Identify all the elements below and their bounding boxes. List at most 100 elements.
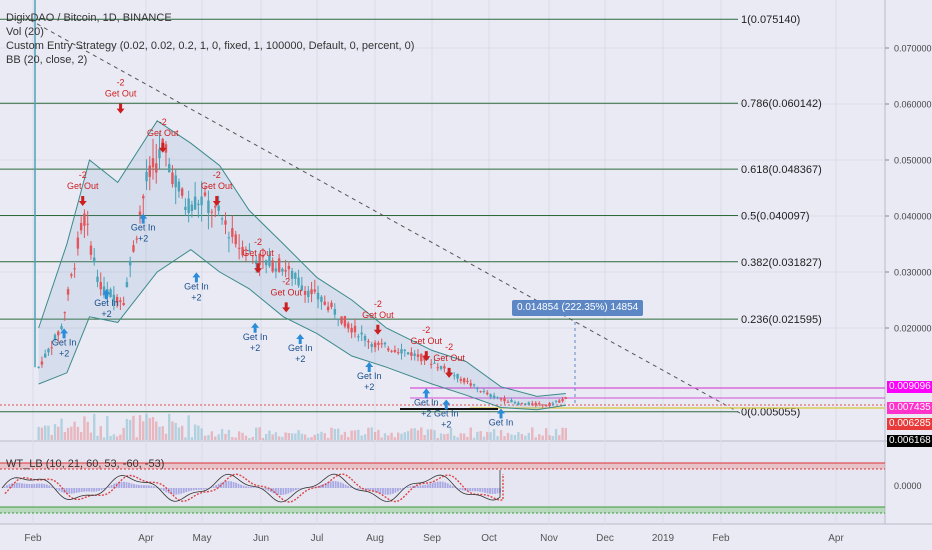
volume-bar	[43, 425, 47, 440]
volume-bar	[217, 434, 220, 440]
measure-tooltip: 0.014854 (222.35%) 14854	[512, 300, 644, 316]
volume-bar	[70, 426, 73, 440]
candle-body	[310, 289, 313, 295]
signal-qty: +2	[191, 292, 201, 302]
candle-body	[274, 268, 278, 272]
signal-label: Get Out	[67, 181, 99, 191]
candle-body	[244, 253, 248, 255]
volume-bar	[520, 433, 524, 440]
volume-bar	[248, 437, 251, 440]
volume-bar	[290, 433, 294, 440]
volume-bar	[541, 435, 544, 440]
volume-bar	[534, 437, 537, 440]
strategy-indicator-label[interactable]: Custom Entry Strategy (0.02, 0.02, 0.2, …	[6, 40, 415, 52]
volume-indicator-label[interactable]: Vol (20)	[6, 26, 44, 38]
volume-bar	[527, 432, 531, 440]
volume-bar	[307, 437, 310, 440]
volume-bar	[220, 429, 224, 440]
volume-bar	[499, 430, 503, 440]
volume-bar	[63, 431, 67, 440]
volume-bar	[200, 428, 203, 440]
candle-body	[393, 350, 397, 352]
candle-body	[281, 268, 284, 272]
candle-body	[207, 200, 210, 214]
candle-body	[316, 292, 320, 300]
symbol-title: DigixDAO / Bitcoin, 1D, BINANCE	[6, 12, 172, 24]
volume-bar	[510, 434, 513, 440]
candle-body	[86, 223, 89, 225]
candle-body	[420, 353, 423, 362]
volume-bar	[410, 428, 413, 440]
bollinger-indicator-label[interactable]: BB (20, close, 2)	[6, 54, 88, 66]
volume-bar	[187, 415, 190, 440]
candle-body	[544, 405, 548, 407]
candle-body	[122, 302, 125, 306]
candle-body	[174, 175, 177, 188]
volume-bar	[268, 430, 271, 440]
get-in-arrow-icon	[139, 213, 148, 224]
candle-body	[264, 260, 268, 266]
y-tick-label: 0.020000	[894, 324, 932, 334]
volume-bar	[57, 426, 60, 440]
candle-body	[396, 352, 400, 354]
candle-body	[217, 205, 220, 211]
signal-qty: +2	[364, 382, 374, 392]
candle-body	[564, 397, 567, 399]
candle-body	[63, 312, 67, 314]
candle-body	[47, 348, 50, 353]
candle-body	[554, 400, 558, 402]
volume-bar	[135, 437, 138, 440]
candle-body	[551, 403, 555, 405]
volume-bar	[406, 431, 410, 440]
candle-body	[496, 397, 499, 399]
candle-body	[135, 238, 138, 240]
get-in-arrow-icon	[296, 334, 305, 344]
volume-bar	[264, 433, 268, 440]
signal-qty: +2	[250, 343, 260, 353]
candle-body	[214, 205, 217, 208]
volume-bar	[436, 437, 439, 440]
signal-label: Get In	[414, 397, 439, 407]
volume-bar	[261, 437, 265, 440]
volume-bar	[145, 413, 148, 440]
signal-qty: +2	[295, 354, 305, 364]
candle-body	[367, 341, 370, 343]
fib-level-label: 1(0.075140)	[741, 14, 800, 26]
volume-bar	[164, 433, 168, 440]
signal-qty: -2	[117, 78, 125, 88]
candle-body	[193, 196, 197, 210]
candle-body	[73, 268, 76, 270]
volume-bar	[112, 434, 116, 440]
volume-bar	[37, 426, 40, 440]
price-badge: 0.009096	[887, 381, 932, 393]
volume-bar	[326, 437, 330, 440]
x-tick-label: Dec	[596, 533, 614, 544]
candle-body	[534, 402, 537, 406]
candle-body	[237, 247, 241, 249]
volume-bar	[155, 421, 158, 440]
fib-level-label: 0(0.005055)	[741, 407, 800, 419]
candle-body	[251, 255, 254, 257]
candle-body	[83, 213, 86, 226]
volume-bar	[459, 433, 463, 440]
signal-qty: -2	[422, 325, 430, 335]
candle-body	[227, 237, 231, 239]
signal-label: Get Out	[433, 353, 465, 363]
candle-body	[499, 398, 503, 400]
volume-bar	[558, 435, 561, 440]
volume-bar	[340, 434, 343, 440]
oscillator-indicator-label[interactable]: WT_LB (10, 21, 60, 53, -60, -53)	[6, 458, 165, 470]
candle-body	[132, 245, 135, 252]
get-out-arrow-icon	[445, 367, 454, 378]
volume-bar	[453, 435, 456, 440]
volume-bar	[53, 424, 57, 440]
candle-body	[350, 327, 353, 333]
y-tick-label: 0.060000	[894, 100, 932, 110]
volume-bar	[347, 436, 350, 440]
volume-bar	[171, 421, 174, 440]
signal-label: Get Out	[362, 310, 394, 320]
volume-bar	[330, 427, 333, 440]
x-tick-label: Apr	[828, 533, 844, 544]
candle-body	[548, 403, 551, 407]
